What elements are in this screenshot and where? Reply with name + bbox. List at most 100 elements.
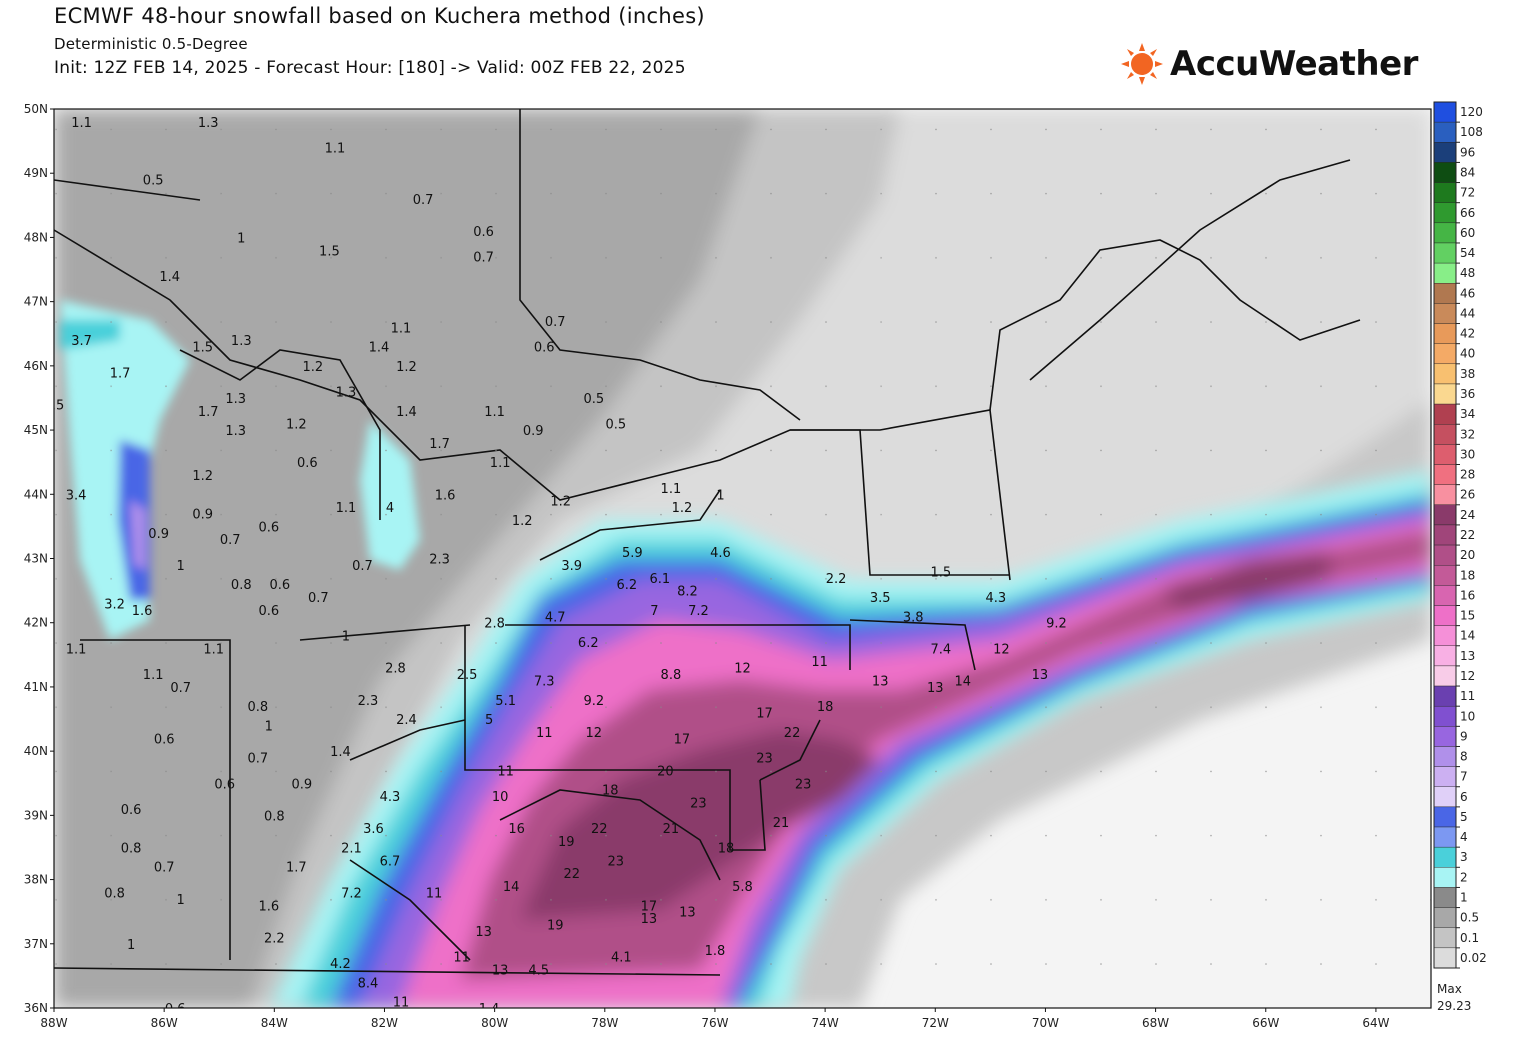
snowfall-value: 22 xyxy=(563,867,580,882)
snowfall-value: 11 xyxy=(536,726,553,741)
colorbar-swatch xyxy=(1433,565,1457,586)
snowfall-value: 1.1 xyxy=(143,668,164,683)
snowfall-value: 1 xyxy=(237,231,245,246)
snowfall-value: 1.5 xyxy=(44,398,65,413)
snowfall-value: 3.6 xyxy=(363,822,384,837)
colorbar-level: 5 xyxy=(1460,810,1468,824)
colorbar-swatch xyxy=(1433,484,1457,505)
snowfall-value: 0.8 xyxy=(231,578,252,593)
snowfall-value: 5.1 xyxy=(495,694,516,709)
snowfall-value: 4.3 xyxy=(986,591,1007,606)
snowfall-value: 1.6 xyxy=(435,488,456,503)
lat-tick-label: 44N xyxy=(24,487,48,501)
snowfall-value: 1.7 xyxy=(429,437,450,452)
snowfall-value: 2.3 xyxy=(358,694,379,709)
colorbar-level: 96 xyxy=(1460,145,1475,159)
colorbar: 1201089684726660544846444240383634323028… xyxy=(1433,101,1487,1013)
snowfall-value: 1.2 xyxy=(396,360,417,375)
snowfall-value: 20 xyxy=(657,764,674,779)
snowfall-value: 0.6 xyxy=(297,456,318,471)
colorbar-level: 32 xyxy=(1460,427,1475,441)
colorbar-level: 15 xyxy=(1460,609,1475,623)
colorbar-level: 10 xyxy=(1460,709,1475,723)
snowfall-value: 0.8 xyxy=(247,700,268,715)
snowfall-value: 1.2 xyxy=(672,501,693,516)
colorbar-frame xyxy=(1433,101,1457,969)
snowfall-value: 2.5 xyxy=(457,668,478,683)
snowfall-value: 8.2 xyxy=(677,585,698,600)
colorbar-level: 38 xyxy=(1460,367,1475,381)
snowfall-value: 13 xyxy=(475,925,492,940)
snowfall-value: 1.2 xyxy=(286,418,307,433)
snowfall-value: 0.6 xyxy=(258,520,279,535)
colorbar-level: 48 xyxy=(1460,266,1475,280)
lat-tick-label: 48N xyxy=(24,230,48,244)
snowfall-value: 1.8 xyxy=(705,944,726,959)
lon-tick-label: 74W xyxy=(812,1016,839,1030)
snowfall-value: 12 xyxy=(734,662,751,677)
max-label: Max xyxy=(1437,982,1462,996)
snowfall-value: 11 xyxy=(811,655,828,670)
snowfall-value: 0.8 xyxy=(209,1008,230,1023)
colorbar-level: 9 xyxy=(1460,729,1468,743)
snowfall-value: 5.8 xyxy=(732,880,753,895)
snowfall-value: 11 xyxy=(497,764,514,779)
colorbar-level: 0.5 xyxy=(1460,911,1479,925)
lon-tick-label: 78W xyxy=(591,1016,618,1030)
snowfall-value: 16 xyxy=(508,822,525,837)
snowfall-value: 0.9 xyxy=(148,527,169,542)
snowfall-value: 4.3 xyxy=(380,790,401,805)
snowfall-value: 5 xyxy=(485,713,493,728)
snowfall-value: 1.7 xyxy=(286,861,307,876)
snowfall-value: 0.8 xyxy=(264,809,285,824)
snowfall-value: 7.2 xyxy=(688,604,709,619)
snowfall-value: 11 xyxy=(393,996,410,1011)
colorbar-level: 2 xyxy=(1460,870,1468,884)
snowfall-value: 1.1 xyxy=(391,321,412,336)
snowfall-value: 1.2 xyxy=(303,360,324,375)
colorbar-swatch xyxy=(1433,424,1457,445)
colorbar-swatch xyxy=(1433,685,1457,707)
snowfall-value: 1.5 xyxy=(192,341,213,356)
colorbar-swatch xyxy=(1433,363,1457,385)
colorbar-level: 42 xyxy=(1460,327,1475,341)
colorbar-level: 3 xyxy=(1460,850,1468,864)
colorbar-swatch xyxy=(1433,927,1457,949)
snowfall-value: 3.7 xyxy=(71,334,92,349)
colorbar-swatch xyxy=(1433,464,1457,485)
snowfall-value: 1.4 xyxy=(479,1002,500,1017)
lat-tick-label: 49N xyxy=(24,166,48,180)
snowfall-value: 1.1 xyxy=(71,116,92,131)
snowfall-value: 0.7 xyxy=(545,315,566,330)
snowfall-value: 0.9 xyxy=(292,777,313,792)
snowfall-value: 9.2 xyxy=(583,694,604,709)
snowfall-value: 3.2 xyxy=(104,597,125,612)
colorbar-swatch xyxy=(1433,202,1457,224)
snowfall-value: 1 xyxy=(127,938,135,953)
colorbar-swatch xyxy=(1433,645,1457,667)
snowfall-value: 23 xyxy=(756,752,773,767)
snowfall-value: 0.8 xyxy=(121,841,142,856)
colorbar-level: 16 xyxy=(1460,588,1475,602)
snowfall-value: 17 xyxy=(674,732,691,747)
snowfall-value: 1 xyxy=(177,893,185,908)
snowfall-value: 9.2 xyxy=(1046,617,1067,632)
snowfall-value: 1.4 xyxy=(330,745,351,760)
colorbar-swatch xyxy=(1433,524,1457,546)
snowfall-value: 0.6 xyxy=(534,341,555,356)
snowfall-value: 13 xyxy=(927,681,944,696)
snowfall-value: 3.5 xyxy=(870,591,891,606)
snowfall-value: 1.7 xyxy=(110,366,131,381)
snowfall-value: 0.7 xyxy=(170,681,191,696)
snowfall-value: 6.2 xyxy=(578,636,599,651)
lat-tick-label: 43N xyxy=(24,552,48,566)
colorbar-swatch xyxy=(1433,846,1457,868)
colorbar-level: 26 xyxy=(1460,488,1475,502)
snowfall-value: 0.7 xyxy=(247,752,268,767)
snowfall-value: 0.7 xyxy=(352,559,373,574)
model-subtitle: Deterministic 0.5-Degree xyxy=(54,35,248,53)
map-body: 1.1 1.31.10.50.70.611.5 0.71.41.1 0.70.63.7… xyxy=(44,109,1431,1023)
lon-tick-label: 86W xyxy=(151,1016,178,1030)
colorbar-level: 44 xyxy=(1460,306,1475,320)
